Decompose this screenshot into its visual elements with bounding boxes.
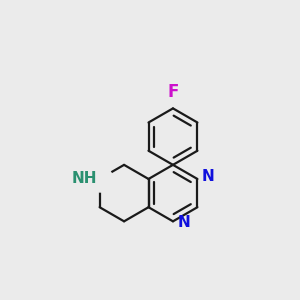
Text: F: F <box>167 83 179 101</box>
Text: N: N <box>177 215 190 230</box>
Text: NH: NH <box>72 171 97 186</box>
Text: N: N <box>202 169 214 184</box>
